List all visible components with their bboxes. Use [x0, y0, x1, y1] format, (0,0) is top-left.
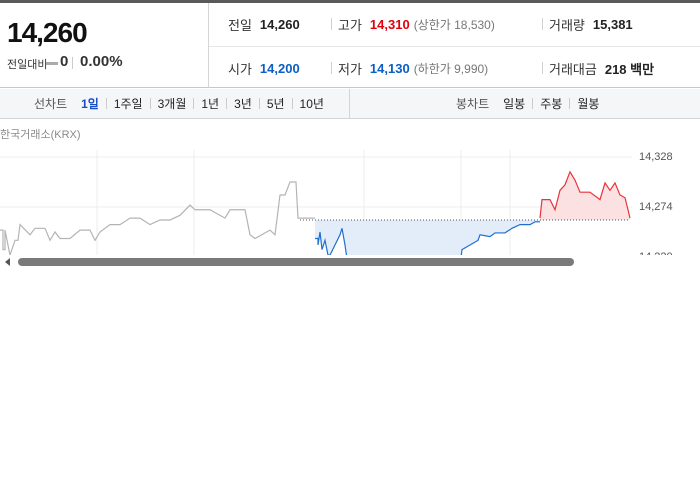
- grid: [0, 156, 632, 258]
- period-tab[interactable]: 3개월: [157, 97, 187, 111]
- period-tab[interactable]: 5년: [266, 97, 285, 111]
- top-border: [0, 0, 700, 3]
- stat-cell: 전일 14,260: [228, 3, 300, 45]
- plot: [0, 170, 631, 255]
- separator: [542, 62, 543, 74]
- separator: [291, 98, 293, 109]
- separator: [258, 98, 260, 109]
- divider: [349, 89, 350, 118]
- y-tick-label: 14,328: [639, 151, 673, 163]
- price-line: [0, 181, 315, 255]
- y-tick-label: 14,274: [639, 201, 673, 213]
- change-label: 전일대비: [7, 59, 48, 71]
- stats-table: 전일 14,260 고가 14,310 (상한가 18,530) 거래량 15,381 시가 1…: [209, 3, 700, 88]
- flat-icon: [46, 62, 58, 65]
- line-tabs: 선차트 1일 1주일 3개월 1년 3년 5년 10년: [34, 89, 324, 118]
- separator: [331, 18, 332, 30]
- stat-value: 14,310: [369, 16, 410, 32]
- scrollbar[interactable]: [18, 258, 574, 266]
- stat-value: 14,260: [259, 16, 300, 32]
- separator: [532, 98, 534, 109]
- tab-group-label: 선차트: [34, 97, 68, 111]
- stat-value: 218 백만: [604, 61, 655, 77]
- stat-cell: 거래량 15,381: [542, 3, 633, 45]
- period-tab[interactable]: 1일: [81, 97, 99, 111]
- stat-label: 전일: [228, 17, 252, 33]
- tab-group-label: 봉차트: [456, 97, 490, 111]
- stat-cell: 시가 14,200: [228, 47, 300, 89]
- price-summary: 14,260 전일대비 0 0.00%: [0, 3, 209, 88]
- period-tab[interactable]: 3년: [234, 97, 252, 111]
- area-fill: [315, 219, 540, 255]
- stat-cell: 저가 14,130 (하한가 9,990): [331, 47, 488, 89]
- price-line: [315, 221, 540, 255]
- separator: [331, 62, 332, 74]
- separator: [105, 98, 107, 109]
- stat-label: 시가: [228, 61, 252, 77]
- stat-label: 거래대금: [549, 61, 597, 77]
- stat-label: 고가: [338, 17, 362, 33]
- candle-tabs: 봉차트 일봉 주봉 월봉: [456, 89, 599, 118]
- separator: [149, 98, 151, 109]
- period-tab[interactable]: 1년: [201, 97, 220, 111]
- separator: [193, 98, 195, 109]
- separator: [72, 57, 73, 69]
- stat-value: 14,200: [259, 60, 300, 76]
- stat-value: 15,381: [592, 16, 633, 32]
- change: 0: [60, 53, 69, 70]
- scroll-left[interactable]: [5, 258, 10, 266]
- price-line: [539, 170, 631, 219]
- period-tabs: 선차트 1일 1주일 3개월 1년 3년 5년 10년 봉차트 일봉 주봉 월봉: [0, 89, 700, 119]
- stat-cell: 고가 14,310 (상한가 18,530): [331, 3, 495, 45]
- source: 한국거래소(KRX): [0, 128, 81, 141]
- period-tab[interactable]: 주봉: [540, 97, 563, 111]
- stat-label: 거래량: [549, 17, 585, 33]
- period-tab[interactable]: 1주일: [113, 97, 143, 111]
- stat-value: 14,130: [369, 60, 410, 76]
- stats-row: 전일 14,260 고가 14,310 (상한가 18,530) 거래량 15,381: [209, 3, 700, 45]
- period-tab[interactable]: 일봉: [503, 97, 526, 111]
- separator: [226, 98, 228, 109]
- separator: [542, 18, 543, 30]
- stat-cell: 거래대금 218 백만: [542, 47, 654, 89]
- stat-note: (상한가 18,530): [413, 17, 495, 32]
- stat-note: (하한가 9,990): [413, 61, 489, 76]
- period-tab[interactable]: 10년: [299, 97, 324, 111]
- change-rate: 0.00%: [80, 53, 123, 70]
- area-fill: [540, 171, 630, 220]
- period-tab[interactable]: 월봉: [577, 97, 600, 111]
- stats-row: 시가 14,200 저가 14,130 (하한가 9,990) 거래대금 218 백만: [209, 46, 700, 89]
- separator: [569, 98, 571, 109]
- current-price: 14,260: [7, 17, 88, 48]
- stat-label: 저가: [338, 61, 362, 77]
